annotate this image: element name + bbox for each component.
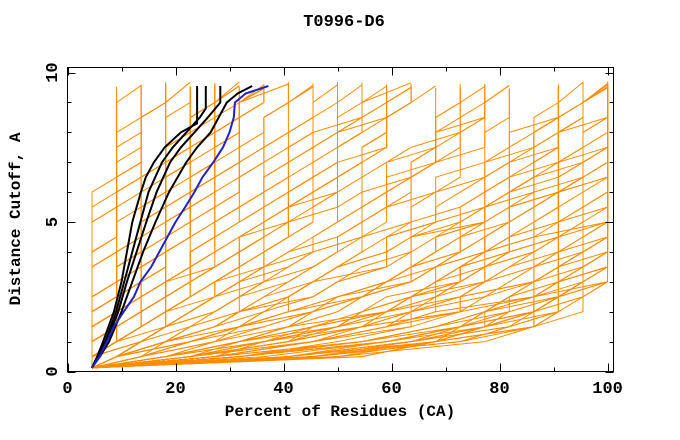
y-tick-label: 10: [44, 62, 63, 82]
x-tick-label: 20: [165, 380, 185, 399]
ensemble-curve: [91, 81, 191, 368]
plot-border: [67, 67, 614, 372]
axes-and-ticks: [67, 67, 614, 373]
ensemble-curve: [91, 84, 314, 368]
axis-tick-labels: 0 20 40 60 80 100 0 5 10: [44, 62, 623, 399]
ensemble-curve: [91, 86, 559, 369]
ensemble-curve: [91, 88, 510, 369]
x-tick-label: 60: [381, 380, 401, 399]
special-model: [90, 85, 269, 369]
ensemble-curve: [91, 85, 510, 368]
ensemble-curve: [91, 84, 265, 368]
ensemble-curve: [91, 88, 461, 369]
ensemble-curve: [91, 86, 412, 369]
x-axis-title: Percent of Residues (CA): [225, 403, 455, 421]
y-axis-title: Distance Cutoff, A: [7, 132, 25, 305]
ensemble-curve: [91, 84, 584, 369]
y-tick-label: 5: [44, 217, 63, 227]
x-tick-label: 100: [592, 380, 623, 399]
x-tick-label: 40: [273, 380, 293, 399]
x-tick-label: 0: [62, 380, 72, 399]
ensemble-curve: [91, 83, 609, 369]
highlight-model-2: [90, 86, 207, 369]
ensemble-curves: [91, 81, 609, 369]
ensemble-curve: [91, 85, 486, 369]
highlight-curves: [90, 85, 269, 369]
ensemble-curve: [91, 85, 363, 368]
highlight-model-1: [90, 86, 199, 369]
ensemble-curve: [91, 81, 584, 369]
ensemble-curve: [91, 84, 388, 368]
highlight-model-4: [90, 85, 253, 369]
ensemble-curve: [91, 83, 314, 368]
ensemble-curve: [91, 88, 461, 369]
x-tick-label: 80: [489, 380, 509, 399]
ensemble-curve: [91, 85, 559, 369]
ensemble-curve: [91, 85, 167, 368]
y-tick-label: 0: [44, 366, 63, 376]
chart-title: T0996-D6: [303, 13, 385, 32]
